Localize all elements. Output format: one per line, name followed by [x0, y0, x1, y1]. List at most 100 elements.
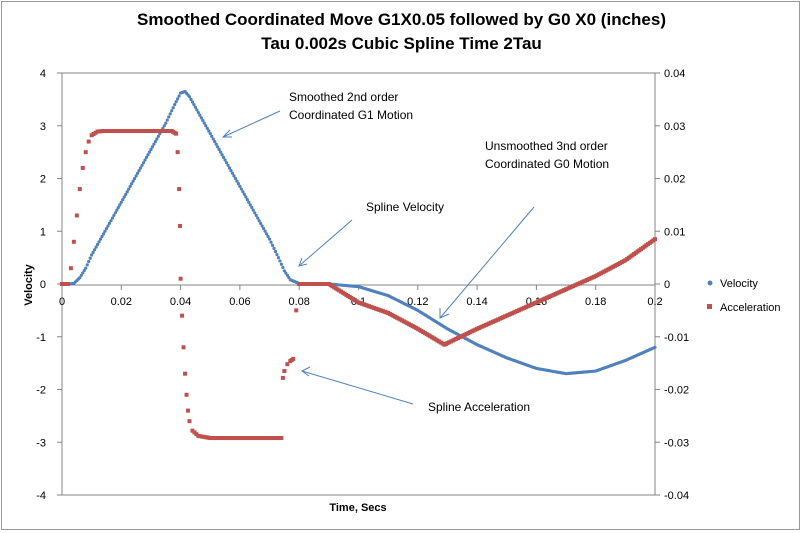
velocity-point	[270, 243, 275, 247]
velocity-point	[189, 97, 193, 101]
velocity-point	[273, 249, 278, 254]
velocity-point	[155, 137, 159, 141]
velocity-point	[216, 145, 220, 149]
velocity-point	[259, 221, 263, 225]
acceleration-point	[291, 356, 296, 361]
annotation-spline-velocity-arrow	[298, 219, 353, 267]
velocity-point	[171, 106, 175, 110]
x-tick-label: 0.04	[170, 296, 191, 308]
velocity-point	[210, 134, 214, 138]
y-right-tick-label: -0.02	[664, 385, 689, 397]
velocity-point	[137, 168, 141, 173]
velocity-point	[244, 195, 248, 199]
y-left-tick-label: -3	[36, 437, 46, 449]
velocity-point	[177, 94, 181, 98]
velocity-point	[109, 219, 113, 223]
velocity-point	[193, 105, 198, 109]
velocity-point	[176, 97, 180, 101]
velocity-point	[199, 116, 203, 120]
velocity-point	[167, 115, 171, 119]
velocity-point	[213, 139, 217, 144]
velocity-point	[164, 121, 168, 125]
annotation-g0-line2: Coordinated G0 Motion	[485, 157, 609, 171]
velocity-point	[229, 168, 233, 173]
velocity-point	[232, 174, 236, 178]
acceleration-point	[294, 308, 299, 313]
velocity-point	[127, 187, 131, 191]
velocity-point	[144, 155, 149, 159]
velocity-point	[138, 166, 143, 170]
x-tick-label: 0.12	[407, 296, 428, 308]
velocity-point	[276, 256, 281, 260]
annotation-spline-velocity-arrowhead	[298, 257, 308, 267]
velocity-point	[103, 229, 107, 233]
velocity-point	[192, 103, 196, 107]
y-left-tick-label: 2	[40, 174, 46, 186]
velocity-point	[250, 205, 254, 210]
annotation-g1-line2: Coordinated G1 Motion	[289, 108, 413, 122]
x-tick-label: 0.08	[288, 296, 309, 308]
velocity-point	[281, 265, 285, 270]
y-left-tick-label: -2	[36, 385, 46, 397]
annotation-spline-acceleration-arrowhead	[301, 366, 311, 377]
y-right-tick-label: 0.03	[664, 121, 685, 133]
y-left-tick-label: 0	[40, 279, 46, 291]
y-left-tick-label: -1	[36, 332, 46, 344]
y-right-tick-label: 0.04	[664, 68, 685, 80]
acceleration-point	[181, 345, 186, 350]
acceleration-point	[178, 223, 183, 228]
velocity-point	[124, 192, 128, 196]
acceleration-point	[282, 369, 287, 374]
acceleration-point	[77, 187, 82, 192]
velocity-point	[121, 198, 125, 202]
velocity-point	[264, 232, 269, 236]
acceleration-point	[285, 362, 290, 367]
annotation-g0-line1: Unsmoothed 3nd order	[485, 139, 608, 153]
velocity-point	[196, 110, 200, 115]
velocity-point	[263, 229, 267, 233]
y-axis-label: Velocity	[23, 263, 35, 305]
velocity-point	[134, 174, 138, 178]
velocity-point	[100, 234, 104, 239]
velocity-point	[131, 179, 135, 183]
velocity-point	[91, 250, 95, 254]
velocity-point	[278, 259, 282, 263]
velocity-point	[219, 150, 223, 154]
chart-subtitle: Tau 0.002s Cubic Spline Time 2Tau	[261, 34, 542, 53]
legend-acceleration-label: Acceleration	[720, 302, 781, 314]
acceleration-point	[86, 139, 91, 144]
acceleration-point	[187, 419, 192, 424]
velocity-point	[242, 192, 246, 196]
velocity-point	[257, 219, 261, 223]
velocity-point	[251, 208, 255, 212]
annotation-g0-arrow	[439, 206, 535, 319]
velocity-point	[221, 155, 226, 159]
annotation-spline-velocity: Spline Velocity	[366, 200, 444, 214]
velocity-point	[110, 216, 115, 220]
velocity-point	[118, 203, 122, 207]
velocity-point	[78, 276, 82, 280]
acceleration-point	[653, 237, 657, 242]
plot-border	[61, 72, 656, 496]
velocity-point	[116, 205, 120, 210]
acceleration-point	[175, 150, 180, 155]
velocity-point	[239, 187, 243, 191]
annotation-spline-acceleration-arrow	[301, 370, 414, 405]
velocity-point	[94, 245, 98, 249]
velocity-point	[90, 253, 94, 257]
velocity-point	[220, 153, 224, 157]
velocity-point	[85, 263, 89, 267]
velocity-point	[136, 171, 140, 175]
velocity-point	[233, 176, 238, 181]
acceleration-point	[178, 276, 183, 281]
velocity-point	[97, 240, 101, 244]
velocity-point	[235, 179, 239, 183]
y-left-tick-label: 3	[40, 121, 46, 133]
velocity-point	[223, 158, 227, 162]
y-left-tick-label: 1	[40, 226, 46, 238]
velocity-point	[128, 184, 132, 189]
velocity-point	[107, 221, 112, 225]
velocity-point	[98, 237, 103, 241]
legend-velocity-label: Velocity	[720, 278, 758, 290]
